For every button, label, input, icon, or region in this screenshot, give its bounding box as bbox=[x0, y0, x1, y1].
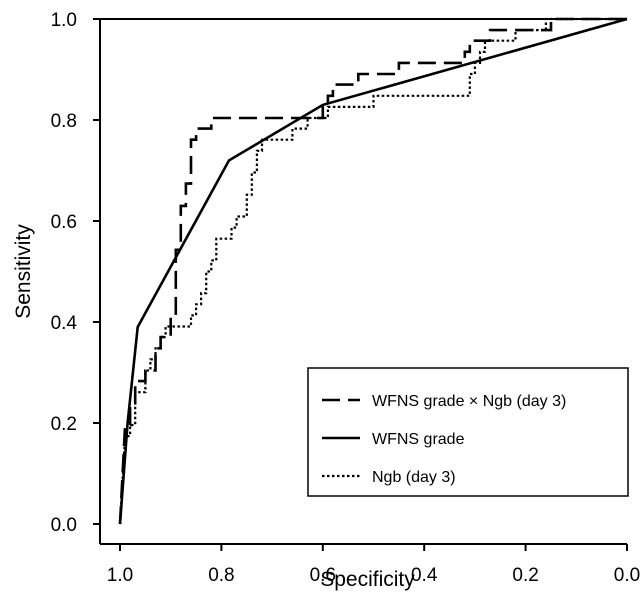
y-tick-label: 0.0 bbox=[51, 515, 77, 536]
x-tick-label: 1.0 bbox=[107, 565, 133, 586]
ticks-layer: 1.0 0.8 0.6 0.4 0.2 0.0 0.0 0.2 0.4 0.6 0.8 1.0 bbox=[51, 10, 641, 586]
y-tick-label: 0.6 bbox=[51, 212, 77, 233]
x-tick-label: 0.4 bbox=[411, 565, 438, 586]
series-line-1 bbox=[118, 17, 627, 525]
y-tick-label: 1.0 bbox=[51, 10, 77, 31]
x-axis-title: Specificity bbox=[320, 568, 415, 591]
legend-label-2: WFNS grade bbox=[372, 431, 465, 448]
x-tick-label: 0.2 bbox=[512, 565, 538, 586]
x-tick-label: 0.8 bbox=[208, 565, 234, 586]
series-layer bbox=[118, 17, 628, 525]
series-line-3 bbox=[118, 17, 627, 525]
y-axis-title: Sensitivity bbox=[12, 224, 35, 319]
series-line-2 bbox=[118, 17, 628, 525]
legend-label-1: WFNS grade × Ngb (day 3) bbox=[372, 393, 566, 410]
y-tick-label: 0.2 bbox=[51, 414, 77, 435]
axes-layer bbox=[99, 18, 627, 545]
y-tick-label: 0.4 bbox=[51, 313, 78, 334]
legend: WFNS grade × Ngb (day 3) WFNS grade Ngb (d… bbox=[307, 367, 629, 497]
legend-label-3: Ngb (day 3) bbox=[372, 469, 456, 486]
x-tick-label: 0.0 bbox=[614, 565, 640, 586]
legend-box bbox=[307, 367, 629, 497]
y-tick-label: 0.8 bbox=[51, 111, 77, 132]
x-tick-label: 0.6 bbox=[310, 565, 336, 586]
